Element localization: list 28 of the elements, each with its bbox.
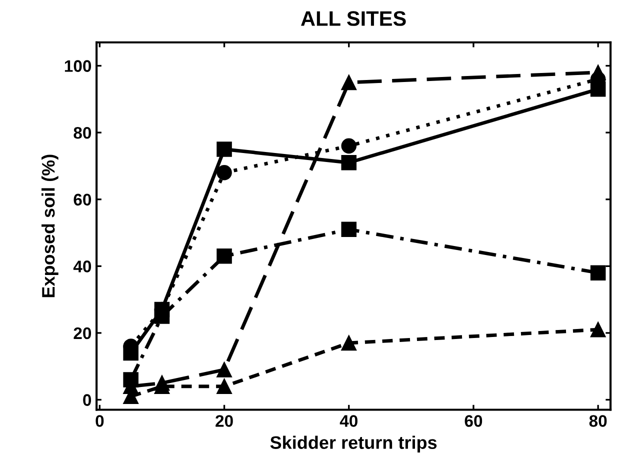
point [590, 265, 606, 280]
point [590, 64, 606, 80]
x-tick-label: 20 [216, 415, 233, 427]
y-tick-label: 0 [83, 394, 92, 406]
x-tick-label: 60 [464, 415, 482, 427]
x-tick-label: 80 [589, 415, 607, 427]
x-tick-label: 0 [96, 415, 104, 427]
point [216, 165, 232, 180]
chart-title: ALL SITES [301, 11, 406, 26]
y-tick-label: 100 [64, 60, 92, 72]
point [154, 308, 170, 324]
point [341, 138, 357, 154]
x-axis-title: Skidder return trips [270, 436, 437, 453]
y-tick-label: 80 [74, 126, 92, 139]
point [216, 362, 232, 378]
point [216, 378, 232, 394]
x-tick-label: 40 [340, 415, 358, 427]
point [216, 142, 232, 157]
y-axis-title: Exposed soil (%) [42, 154, 58, 298]
point [341, 154, 357, 170]
point [341, 335, 357, 351]
point [341, 74, 357, 90]
y-tick-label: 20 [74, 327, 92, 340]
point [216, 248, 232, 264]
point [341, 222, 357, 238]
point [590, 322, 606, 338]
y-tick-label: 40 [73, 260, 92, 272]
y-tick-label: 60 [74, 194, 92, 206]
